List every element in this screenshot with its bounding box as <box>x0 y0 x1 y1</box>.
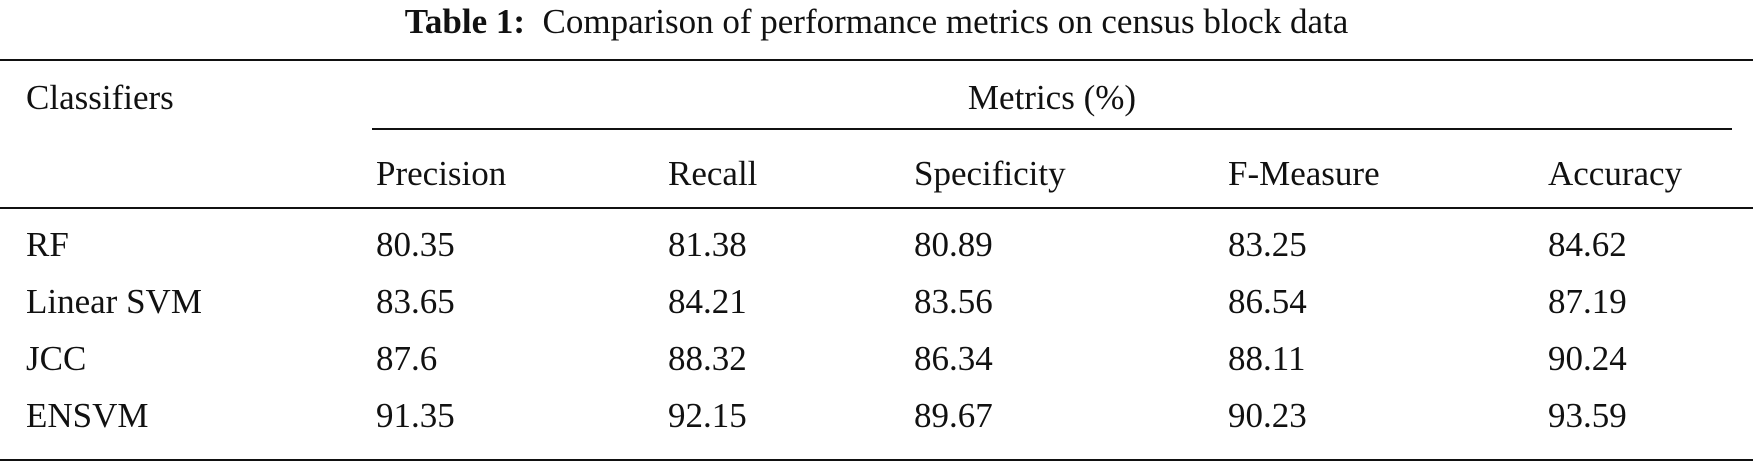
table-cell: 92.15 <box>668 396 747 435</box>
table-caption-label: Table 1: <box>404 2 526 41</box>
table-cell: 86.34 <box>914 339 993 378</box>
table-cell: 80.35 <box>376 225 455 264</box>
row-label: JCC <box>26 339 87 378</box>
column-header: Recall <box>668 154 758 193</box>
table-cell: 83.25 <box>1228 225 1307 264</box>
table-caption-text: Comparison of performance metrics on cen… <box>542 2 1349 41</box>
row-header-label: Classifiers <box>26 78 174 117</box>
column-header: Precision <box>376 154 507 193</box>
table-cell: 90.23 <box>1228 396 1307 435</box>
group-header-metrics: Metrics (%) <box>967 78 1137 117</box>
bottom-rule <box>0 459 1753 461</box>
table-caption: Table 1: Comparison of performance metri… <box>0 0 1753 44</box>
table-cell: 84.21 <box>668 282 747 321</box>
column-header: F-Measure <box>1228 154 1380 193</box>
table-cell: 87.6 <box>376 339 438 378</box>
table-cell: 83.65 <box>376 282 455 321</box>
table-cell: 93.59 <box>1548 396 1627 435</box>
table-cell: 87.19 <box>1548 282 1627 321</box>
top-rule <box>0 59 1753 61</box>
header-rule <box>0 207 1753 209</box>
table-cell: 84.62 <box>1548 225 1627 264</box>
row-label: Linear SVM <box>26 282 202 321</box>
row-label: ENSVM <box>26 396 149 435</box>
table-cell: 86.54 <box>1228 282 1307 321</box>
table-cell: 88.11 <box>1228 339 1306 378</box>
table-cell: 88.32 <box>668 339 747 378</box>
column-header: Accuracy <box>1548 154 1683 193</box>
table-cell: 90.24 <box>1548 339 1627 378</box>
table-cell: 83.56 <box>914 282 993 321</box>
column-header: Specificity <box>914 154 1066 193</box>
row-label: RF <box>26 225 69 264</box>
table-cell: 81.38 <box>668 225 747 264</box>
table-cell: 89.67 <box>914 396 993 435</box>
table-cell: 91.35 <box>376 396 455 435</box>
table-cell: 80.89 <box>914 225 993 264</box>
group-header-rule <box>372 128 1732 130</box>
